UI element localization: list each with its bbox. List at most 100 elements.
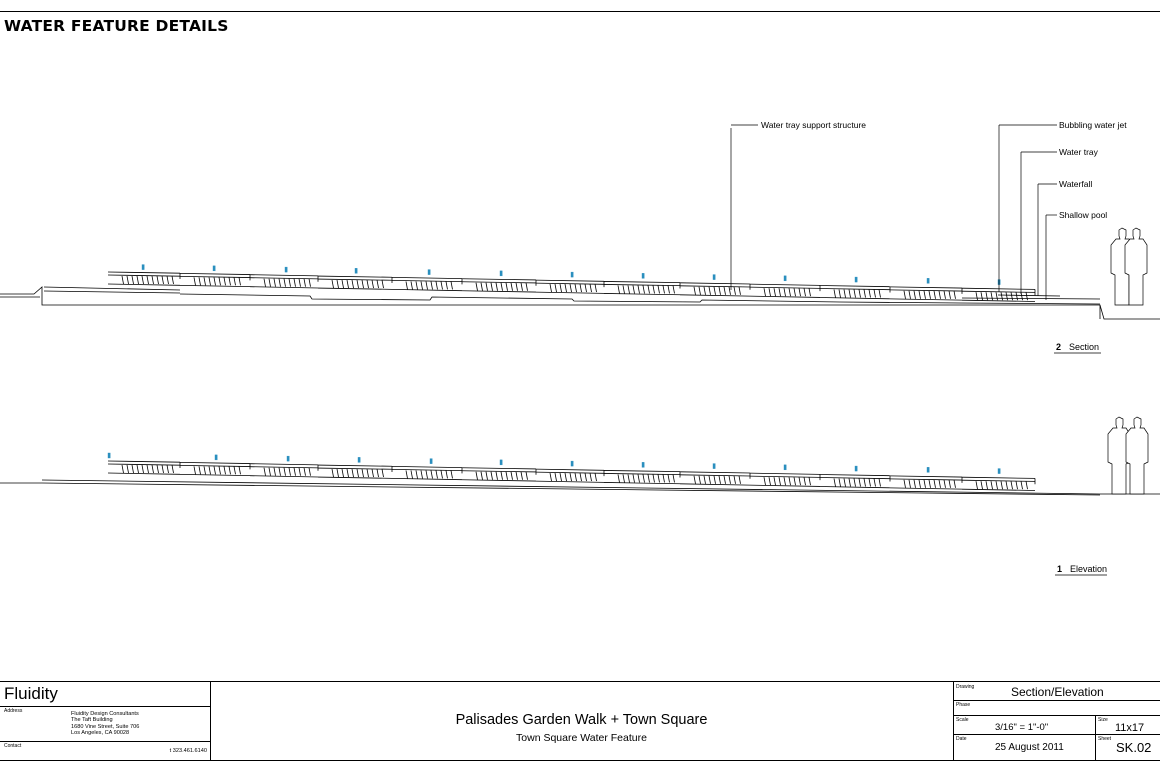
support-rib: [574, 473, 577, 482]
sheet-number: SK.02: [1116, 740, 1152, 755]
support-rib: [622, 285, 625, 294]
support-rib: [351, 279, 354, 289]
size-value: 11x17: [1115, 722, 1145, 734]
support-rib: [943, 479, 946, 488]
phase-label: Phase: [956, 702, 971, 708]
support-base: [679, 483, 751, 486]
water-jet: [783, 275, 787, 282]
section-drawing: [0, 264, 1160, 320]
support-base: [391, 289, 463, 292]
support-base: [107, 472, 181, 475]
support-rib: [131, 275, 134, 285]
water-jet: [997, 468, 1001, 474]
support-rib: [495, 471, 498, 480]
tray-bottom: [749, 286, 821, 289]
support-rib: [773, 288, 776, 297]
support-rib: [783, 288, 786, 297]
support-rib: [346, 468, 349, 478]
support-rib: [218, 277, 221, 286]
support-rib: [515, 471, 518, 480]
support-rib: [485, 282, 488, 291]
sheet-top-border: [0, 11, 1160, 12]
support-rib: [788, 477, 791, 486]
support-rib: [579, 284, 582, 293]
support-rib: [425, 470, 428, 479]
water-jet: [427, 269, 431, 275]
tray-top: [535, 468, 605, 471]
support-rib: [208, 466, 211, 475]
support-rib: [803, 477, 806, 486]
support-rib: [410, 281, 413, 290]
address-line: The Taft Building: [71, 717, 113, 724]
address-line: Fluidity Design Consultants: [71, 711, 139, 717]
support-rib: [778, 288, 781, 297]
support-rib: [445, 470, 448, 479]
support-rib: [559, 473, 562, 482]
water-jet: [107, 452, 111, 459]
tray-top: [317, 464, 393, 467]
support-rib: [918, 290, 921, 299]
support-rib: [843, 289, 846, 298]
support-rib: [698, 286, 701, 295]
support-rib: [793, 477, 796, 486]
support-rib: [647, 285, 650, 294]
support-rib: [161, 464, 164, 474]
support-rib: [617, 474, 620, 483]
tray-bottom: [179, 464, 251, 467]
support-rib: [440, 470, 443, 479]
tray-bottom: [317, 278, 393, 281]
firm-name: Fluidity: [4, 684, 58, 703]
support-rib: [554, 473, 557, 482]
sheet-label: Sheet: [1098, 736, 1112, 742]
support-rib: [995, 481, 998, 490]
sheet-heading: WATER FEATURE DETAILS: [4, 17, 229, 35]
tray-bottom: [679, 474, 751, 477]
support-rib: [713, 286, 716, 295]
scale-label: Scale: [956, 717, 969, 723]
water-jet: [641, 462, 645, 468]
support-rib: [203, 277, 206, 286]
support-rib: [430, 281, 433, 290]
project-title: Palisades Garden Walk + Town Square: [455, 712, 708, 728]
tray-top: [819, 285, 891, 288]
support-rib: [268, 278, 271, 287]
support-rib: [268, 467, 271, 476]
support-rib: [213, 277, 216, 286]
support-rib: [420, 281, 423, 290]
callout-shallow-pool: Shallow pool: [1059, 210, 1107, 220]
support-rib: [1000, 481, 1003, 490]
support-rib: [662, 285, 665, 294]
support-rib: [569, 284, 572, 293]
support-rib: [838, 478, 841, 487]
support-rib: [693, 286, 696, 295]
scale-figures-section: [1110, 227, 1148, 306]
support-rib: [1005, 292, 1008, 301]
support-rib: [798, 477, 801, 486]
support-rib: [213, 466, 216, 475]
support-rib: [990, 481, 993, 490]
tray-top: [179, 272, 251, 275]
contact-label: Contact: [4, 743, 22, 749]
support-rib: [495, 282, 498, 291]
support-rib: [632, 285, 635, 294]
tray-bottom: [819, 477, 891, 480]
support-rib: [500, 282, 503, 291]
support-rib: [918, 479, 921, 488]
support-rib: [361, 468, 364, 478]
support-rib: [510, 282, 513, 291]
support-rib: [913, 290, 916, 299]
water-jet: [854, 465, 858, 472]
support-rib: [848, 289, 851, 298]
support-rib: [146, 275, 149, 285]
support-rib: [768, 477, 771, 486]
support-rib: [293, 278, 296, 287]
support-rib: [868, 478, 871, 487]
support-base: [249, 286, 319, 289]
support-rib: [450, 281, 453, 290]
support-rib: [863, 289, 866, 298]
support-rib: [579, 473, 582, 482]
support-rib: [435, 470, 438, 479]
support-base: [179, 473, 251, 477]
support-rib: [131, 464, 134, 474]
support-rib: [405, 470, 408, 479]
